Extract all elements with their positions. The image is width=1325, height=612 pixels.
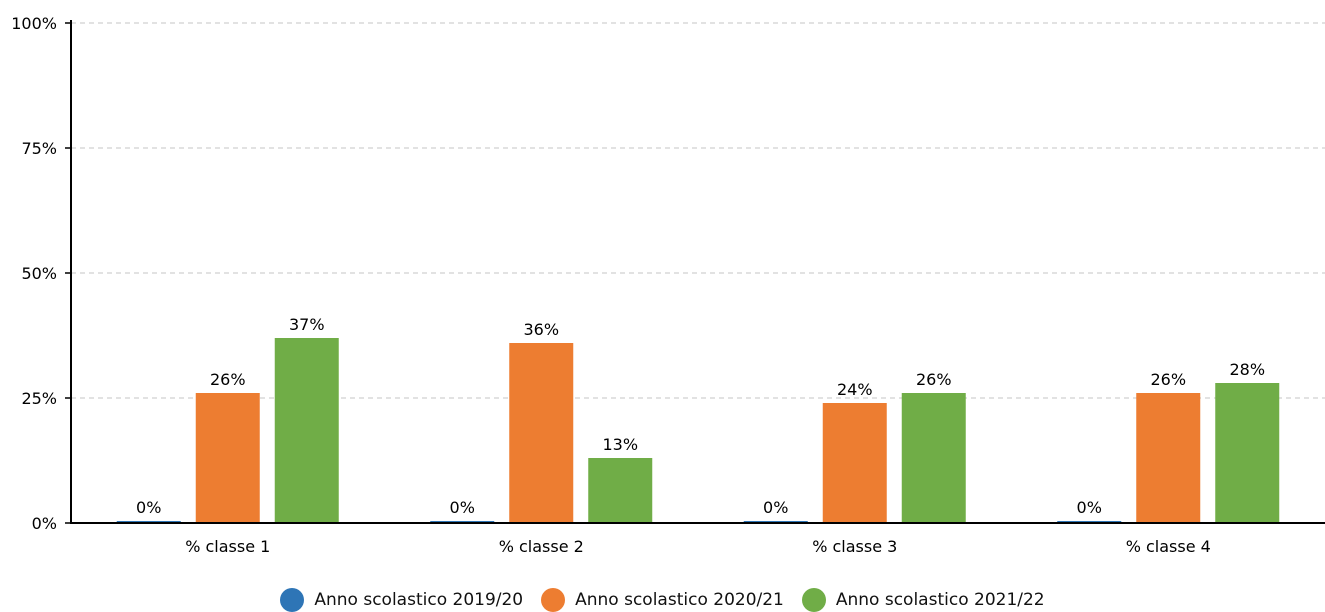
- bar: [901, 393, 966, 523]
- data-label: 0%: [136, 498, 161, 517]
- data-label: 26%: [916, 370, 952, 389]
- bar: [822, 403, 887, 523]
- bar: [509, 343, 574, 523]
- data-label: 0%: [1077, 498, 1102, 517]
- legend-item[interactable]: Anno scolastico 2019/20: [280, 588, 523, 612]
- data-label: 28%: [1229, 360, 1265, 379]
- x-tick-label: % classe 1: [185, 537, 270, 556]
- data-label: 37%: [289, 315, 325, 334]
- data-label: 0%: [450, 498, 475, 517]
- gridlines: [71, 22, 1325, 399]
- data-label: 13%: [602, 435, 638, 454]
- x-tick-label: % classe 2: [499, 537, 584, 556]
- legend-item[interactable]: Anno scolastico 2020/21: [541, 588, 784, 612]
- data-labels: 0% 26% 37% 0% 36% 13% 0% 24% 26% 0% 26% 28%: [136, 315, 1265, 517]
- bar: [1136, 393, 1201, 523]
- legend-label: Anno scolastico 2019/20: [314, 590, 524, 610]
- legend: Anno scolastico 2019/20 Anno scolastico 2…: [0, 588, 1325, 612]
- legend-label: Anno scolastico 2021/22: [835, 590, 1045, 610]
- data-label: 26%: [210, 370, 246, 389]
- x-tick-label: % classe 3: [812, 537, 897, 556]
- bar: [195, 393, 260, 523]
- data-label: 36%: [523, 320, 559, 339]
- legend-label: Anno scolastico 2020/21: [575, 590, 784, 610]
- data-label: 26%: [1150, 370, 1186, 389]
- y-tick-label: 50%: [21, 264, 57, 283]
- legend-item[interactable]: Anno scolastico 2021/22: [801, 588, 1045, 612]
- bar: [274, 338, 339, 523]
- bar: [1215, 383, 1280, 523]
- y-tick-label: 75%: [21, 139, 57, 158]
- x-axis-ticks: % classe 1 % classe 2 % classe 3 % classe 4: [185, 537, 1211, 556]
- data-label: 0%: [763, 498, 788, 517]
- legend-swatch-icon: [541, 588, 566, 612]
- y-tick-label: 100%: [11, 14, 57, 33]
- y-axis-ticks: 0% 25% 50% 75% 100%: [11, 14, 71, 533]
- bars: [116, 338, 1280, 523]
- legend-swatch-icon: [280, 588, 305, 612]
- legend-swatch-icon: [801, 588, 826, 612]
- x-tick-label: % classe 4: [1126, 537, 1211, 556]
- y-tick-label: 25%: [21, 389, 57, 408]
- y-tick-label: 0%: [32, 514, 57, 533]
- bar: [588, 458, 653, 523]
- data-label: 24%: [837, 380, 873, 399]
